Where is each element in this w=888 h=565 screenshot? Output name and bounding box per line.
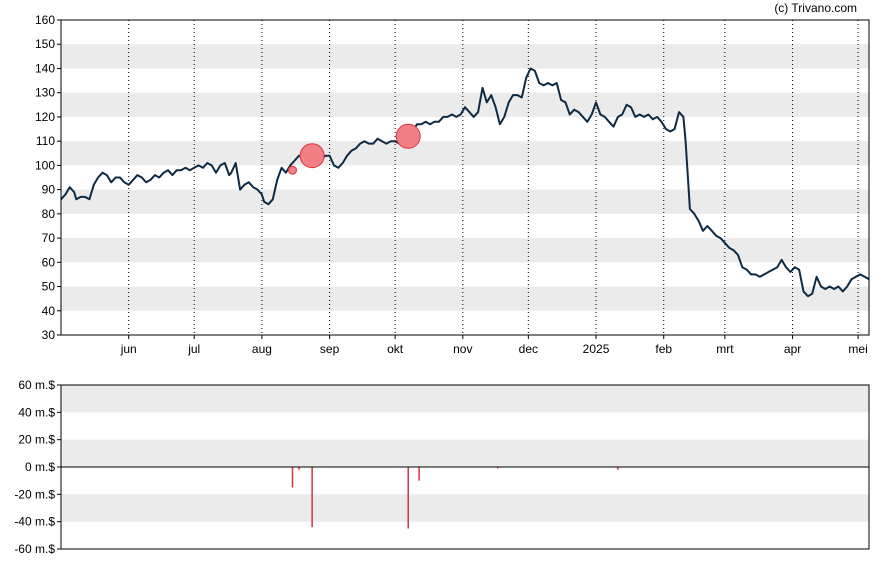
x-tick-label: 2025 <box>583 342 610 356</box>
trade-marker <box>287 165 297 175</box>
x-tick-label: dec <box>519 342 538 356</box>
x-tick-label: jun <box>120 342 137 356</box>
y-tick-label: 120 <box>35 110 55 124</box>
volume-y-tick-label: -20 m.$ <box>14 487 55 501</box>
y-tick-label: 90 <box>42 183 56 197</box>
volume-y-tick-label: -60 m.$ <box>14 542 55 556</box>
volume-y-tick-label: 40 m.$ <box>18 405 55 419</box>
price-band <box>61 44 869 69</box>
y-tick-label: 140 <box>35 61 55 75</box>
y-tick-label: 160 <box>35 13 55 27</box>
volume-band <box>61 494 869 522</box>
y-tick-label: 150 <box>35 37 55 51</box>
y-tick-label: 130 <box>35 86 55 100</box>
volume-y-tick-label: 0 m.$ <box>25 460 55 474</box>
price-line <box>60 67 870 298</box>
x-tick-label: apr <box>784 342 801 356</box>
y-tick-label: 60 <box>42 255 56 269</box>
x-tick-label: okt <box>387 342 404 356</box>
price-band <box>61 238 869 263</box>
y-tick-label: 110 <box>36 134 55 148</box>
volume-band <box>61 439 869 467</box>
x-tick-label: aug <box>252 342 272 356</box>
price-band <box>61 92 869 117</box>
volume-y-tick-label: 20 m.$ <box>18 433 55 447</box>
y-tick-label: 30 <box>42 328 56 342</box>
volume-y-tick-label: -40 m.$ <box>14 515 55 529</box>
x-tick-label: jul <box>187 342 200 356</box>
price-band <box>61 286 869 311</box>
volume-y-tick-label: 60 m.$ <box>18 378 55 392</box>
trade-marker <box>299 143 325 169</box>
price-band <box>61 189 869 214</box>
y-tick-label: 50 <box>42 280 56 294</box>
price-frame <box>60 19 870 336</box>
y-tick-label: 40 <box>42 304 56 318</box>
volume-band <box>61 385 869 413</box>
x-tick-label: nov <box>453 342 472 356</box>
price-band <box>61 141 869 166</box>
y-tick-label: 80 <box>42 207 56 221</box>
y-tick-label: 70 <box>42 231 56 245</box>
x-tick-label: feb <box>655 342 672 356</box>
trade-marker <box>395 123 421 149</box>
x-tick-label: mei <box>848 342 867 356</box>
x-tick-label: mrt <box>716 342 734 356</box>
volume-frame <box>60 384 870 550</box>
x-tick-label: sep <box>320 342 340 356</box>
credit-text: (c) Trivano.com <box>774 1 857 15</box>
y-tick-label: 100 <box>35 158 55 172</box>
